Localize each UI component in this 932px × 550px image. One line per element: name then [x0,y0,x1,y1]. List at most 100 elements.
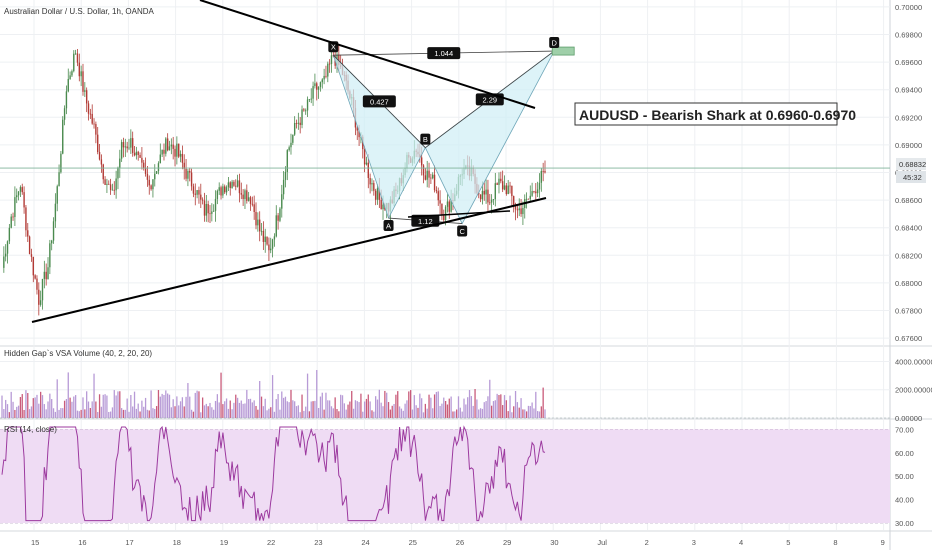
candle-body [363,149,366,165]
candle-body [544,171,546,173]
candle-body [150,185,152,190]
candle-body [513,196,515,206]
time-axis[interactable]: 15 16 17 18 19 22 23 24 25 26 29 30 Jul 2 3 4 5 8 9 [31,538,885,547]
price-pane[interactable]: 0.427 1.12 2.29 1.044 X A B C D [0,0,890,323]
candle-body [509,185,511,187]
candle-body [128,147,130,149]
candle-body [507,185,509,195]
candle-body [28,236,31,255]
candle-body [73,53,75,72]
candle-body [303,109,305,111]
candle-body [122,142,125,148]
time-tick-label: 25 [409,538,417,547]
candle-body [317,86,320,90]
candle-body [155,171,158,174]
candle-body [428,170,430,178]
candle-body [479,194,482,200]
candle-body [258,219,261,232]
rsi-pane[interactable] [0,425,890,523]
candle-body [478,192,480,195]
candle-body [260,230,263,232]
point-label: D [551,39,557,48]
candle-body [378,188,381,200]
candle-body [225,187,228,193]
candle-body [30,254,33,257]
candle-body [533,191,535,192]
rsi-axis[interactable]: 70.00 60.00 50.00 40.00 30.00 [895,425,914,528]
candle-body [126,146,128,149]
volume-title: Hidden Gap`s VSA Volume (40, 2, 20, 20) [4,349,152,358]
price-tick-label: 0.69200 [895,113,922,122]
point-label: X [331,43,336,52]
candle-body [85,90,88,104]
candle-body [17,191,20,196]
volume-pane[interactable] [0,370,890,419]
rsi-line-group [1,425,546,522]
candle-body [34,275,36,279]
candle-body [522,207,524,215]
harmonic-pattern: 0.427 1.12 2.29 1.044 X A B C D [328,37,575,237]
candle-body [47,267,49,280]
candle-body [32,256,34,276]
candle-body [490,199,493,203]
candle-body [108,183,110,185]
candle-body [299,122,301,125]
candle-body [446,201,449,207]
candle-body [233,181,235,186]
candle-body [189,170,191,173]
candle-body [174,148,176,157]
time-tick-label: 23 [314,538,322,547]
candle-body [166,138,169,151]
candle-body [14,197,16,218]
headline-box [574,102,838,126]
ratio-label: 1.12 [418,217,433,226]
candle-body [157,163,160,172]
ratio-badge [427,47,461,60]
candle-body [432,174,434,179]
rsi-tick-label: 40.00 [895,496,914,505]
ratio-label: 0.427 [370,97,389,106]
candle-body [23,192,25,208]
candle-body [433,174,436,191]
candle-body [200,194,202,200]
candle-body [520,208,522,215]
volume-axis[interactable]: 4000.00000 2000.00000 0.00000 [895,357,932,423]
candle-body [56,186,58,204]
candle-body [216,190,219,199]
candle-body [62,119,64,154]
candle-body [325,75,327,77]
trendline-lower [31,197,547,323]
candle-body [292,134,294,143]
time-tick-label: 3 [692,538,696,547]
candle-body [281,194,283,209]
countdown-value: 45:32 [903,173,922,182]
candle-body [120,142,123,159]
candle-body [330,55,333,65]
candle-body [485,189,487,195]
rsi-tick-label: 60.00 [895,449,914,458]
candle-body [505,185,508,195]
candle-body [130,138,132,148]
candle-body [306,99,309,111]
candle-body [420,157,423,166]
candle-body [74,53,77,55]
candle-body [218,187,220,191]
candle-body [65,91,68,109]
trendline-ac [407,210,511,218]
candle-body [104,179,106,185]
candle-body [235,185,237,187]
candle-body [295,122,298,124]
candle-body [27,230,29,237]
candle-body [310,98,312,100]
candle-body [52,221,55,241]
trendline-upper [199,0,536,109]
candle-body [161,149,163,155]
candle-body [305,110,307,112]
candle-body [39,300,42,305]
candle-body [67,78,69,92]
candle-body [371,183,373,185]
candle-body [159,154,161,164]
time-tick-label: 16 [78,538,86,547]
time-tick-label: 4 [739,538,743,547]
candle-body [133,152,136,156]
